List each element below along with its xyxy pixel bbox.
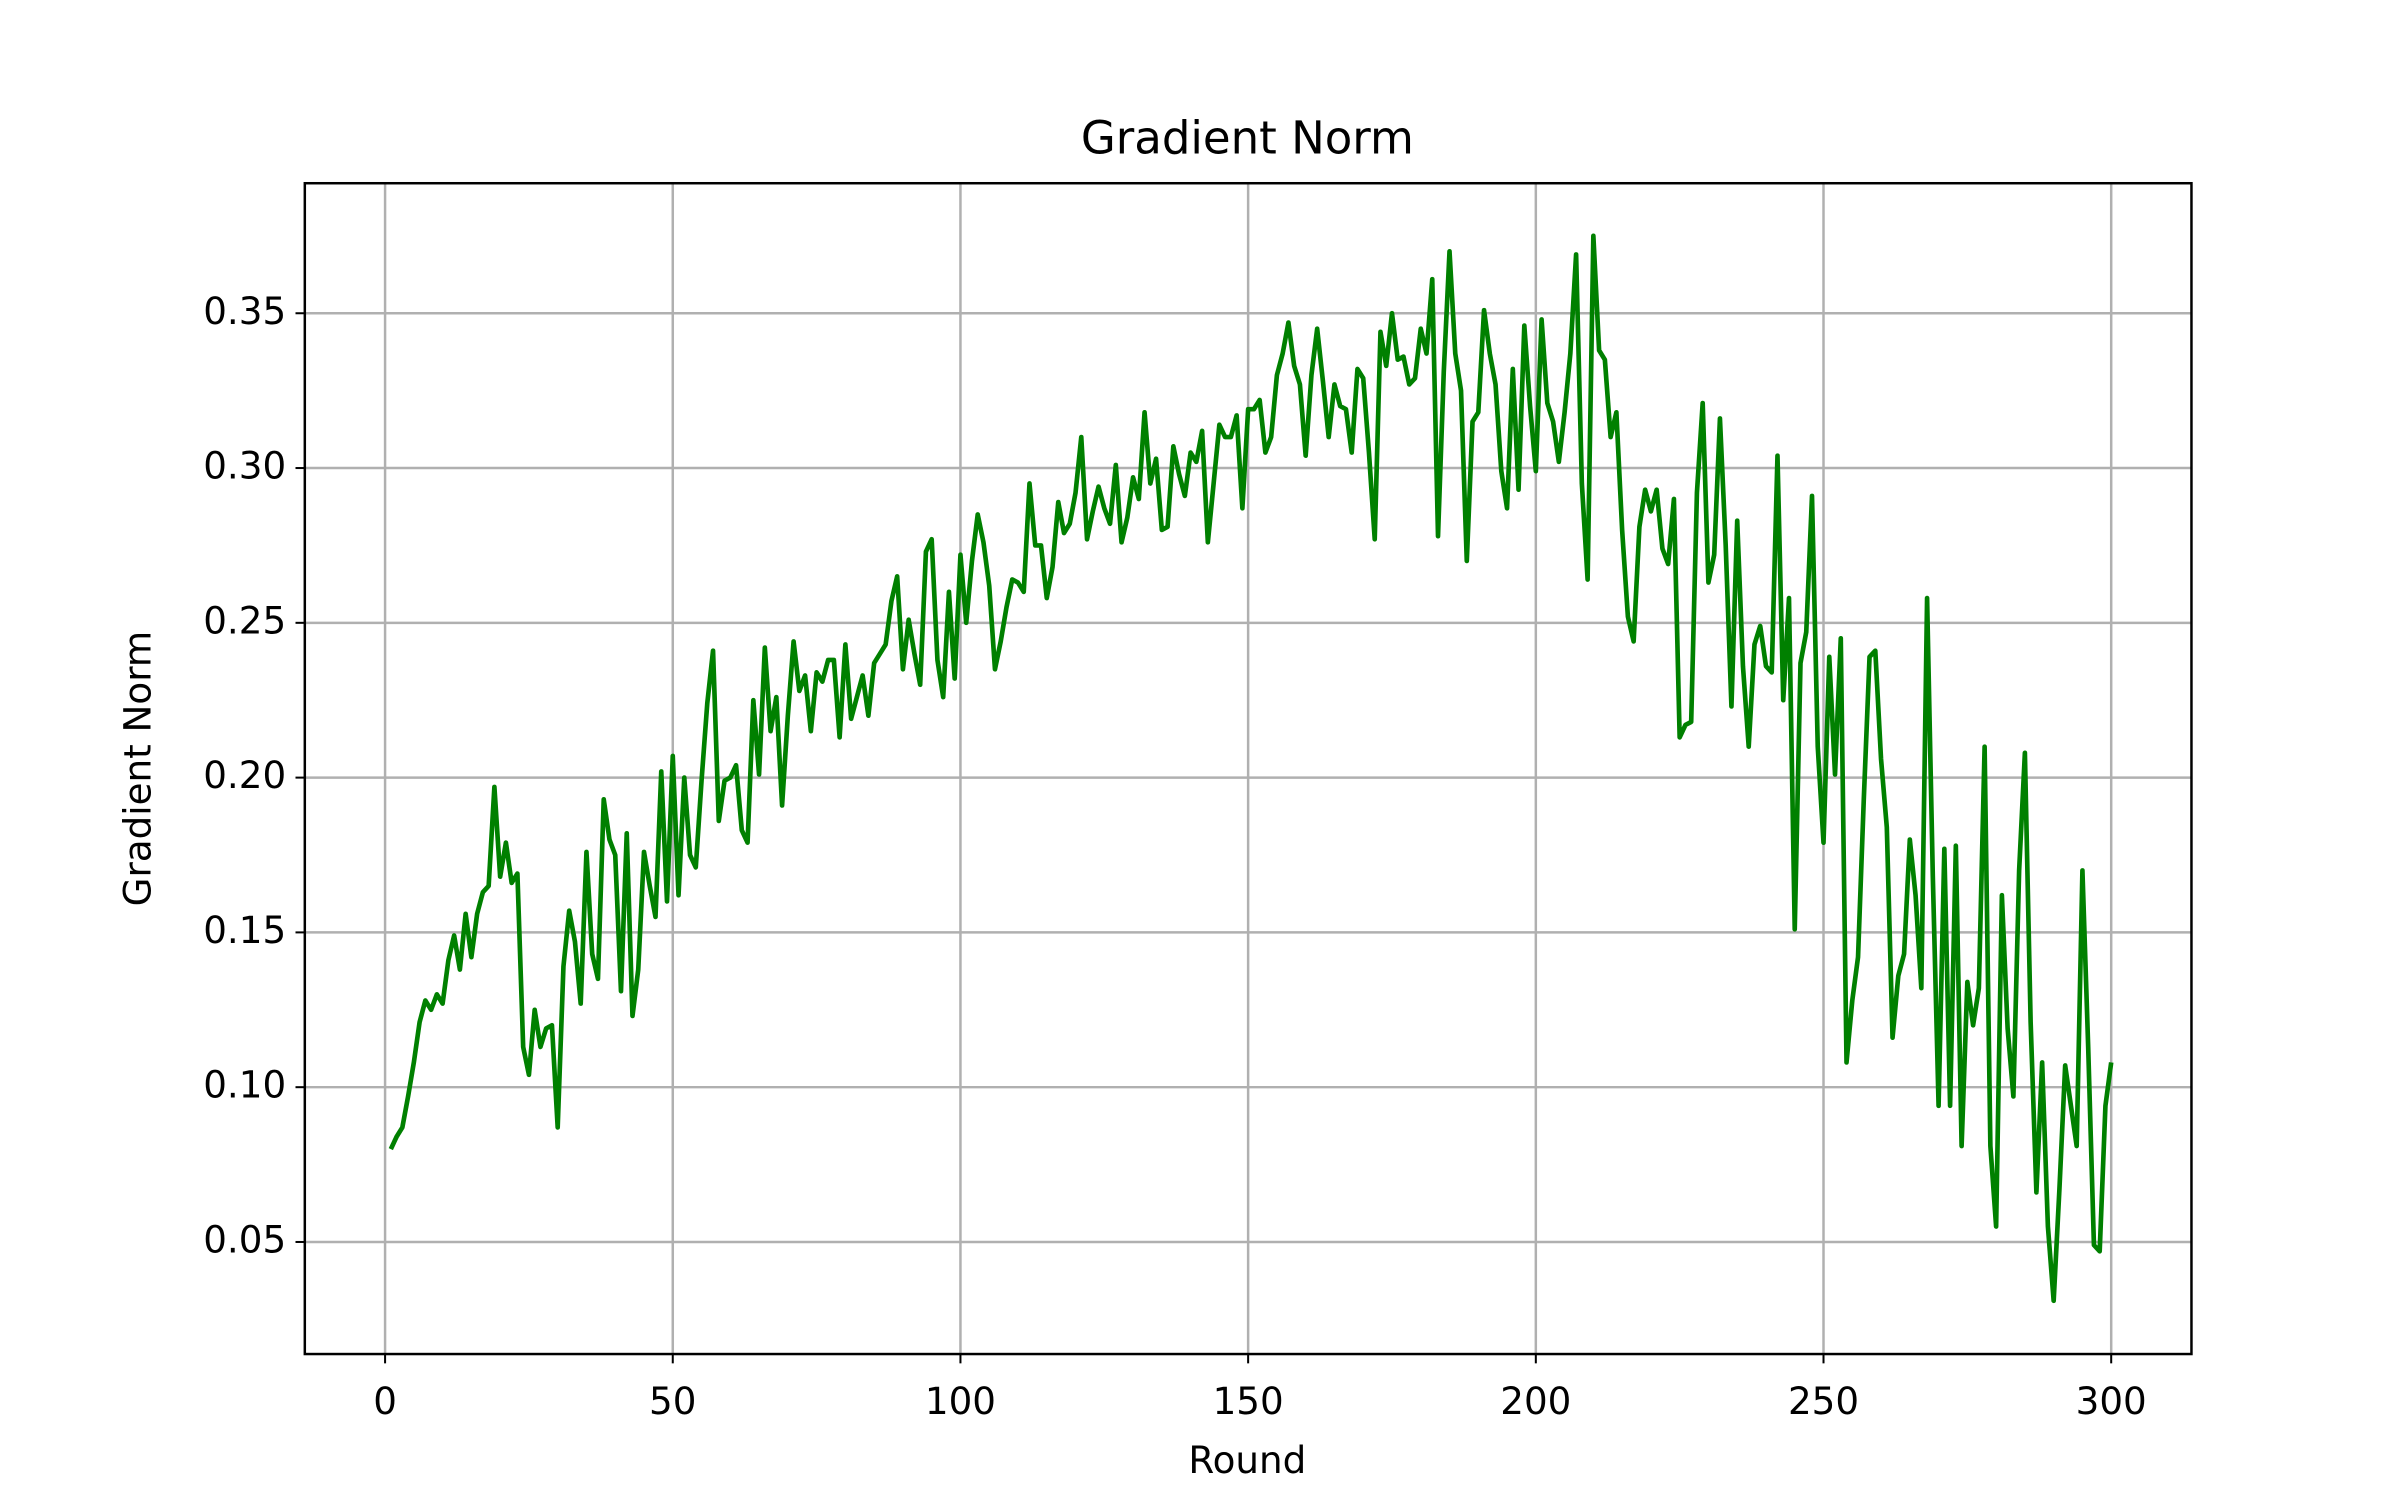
chart-title: Gradient Norm <box>1081 111 1414 164</box>
x-tick-label: 250 <box>1788 1379 1859 1423</box>
y-axis-label: Gradient Norm <box>116 631 160 907</box>
y-tick-label: 0.05 <box>203 1217 286 1261</box>
x-tick-label: 300 <box>2076 1379 2147 1423</box>
y-tick-label: 0.20 <box>203 753 286 797</box>
y-tick-label: 0.15 <box>203 908 286 952</box>
x-tick-label: 150 <box>1213 1379 1284 1423</box>
x-tick-label: 50 <box>649 1379 696 1423</box>
x-tick-label: 200 <box>1500 1379 1571 1423</box>
data-line <box>388 233 2114 1304</box>
x-tick-label: 0 <box>373 1379 397 1423</box>
y-tick-label: 0.35 <box>203 289 286 333</box>
x-tick-label: 100 <box>925 1379 996 1423</box>
y-tick-label: 0.10 <box>203 1063 286 1107</box>
y-tick-label: 0.30 <box>203 444 286 488</box>
y-tick-label: 0.25 <box>203 598 286 642</box>
plot-frame <box>303 181 2193 1356</box>
x-axis-label: Round <box>1188 1438 1306 1482</box>
